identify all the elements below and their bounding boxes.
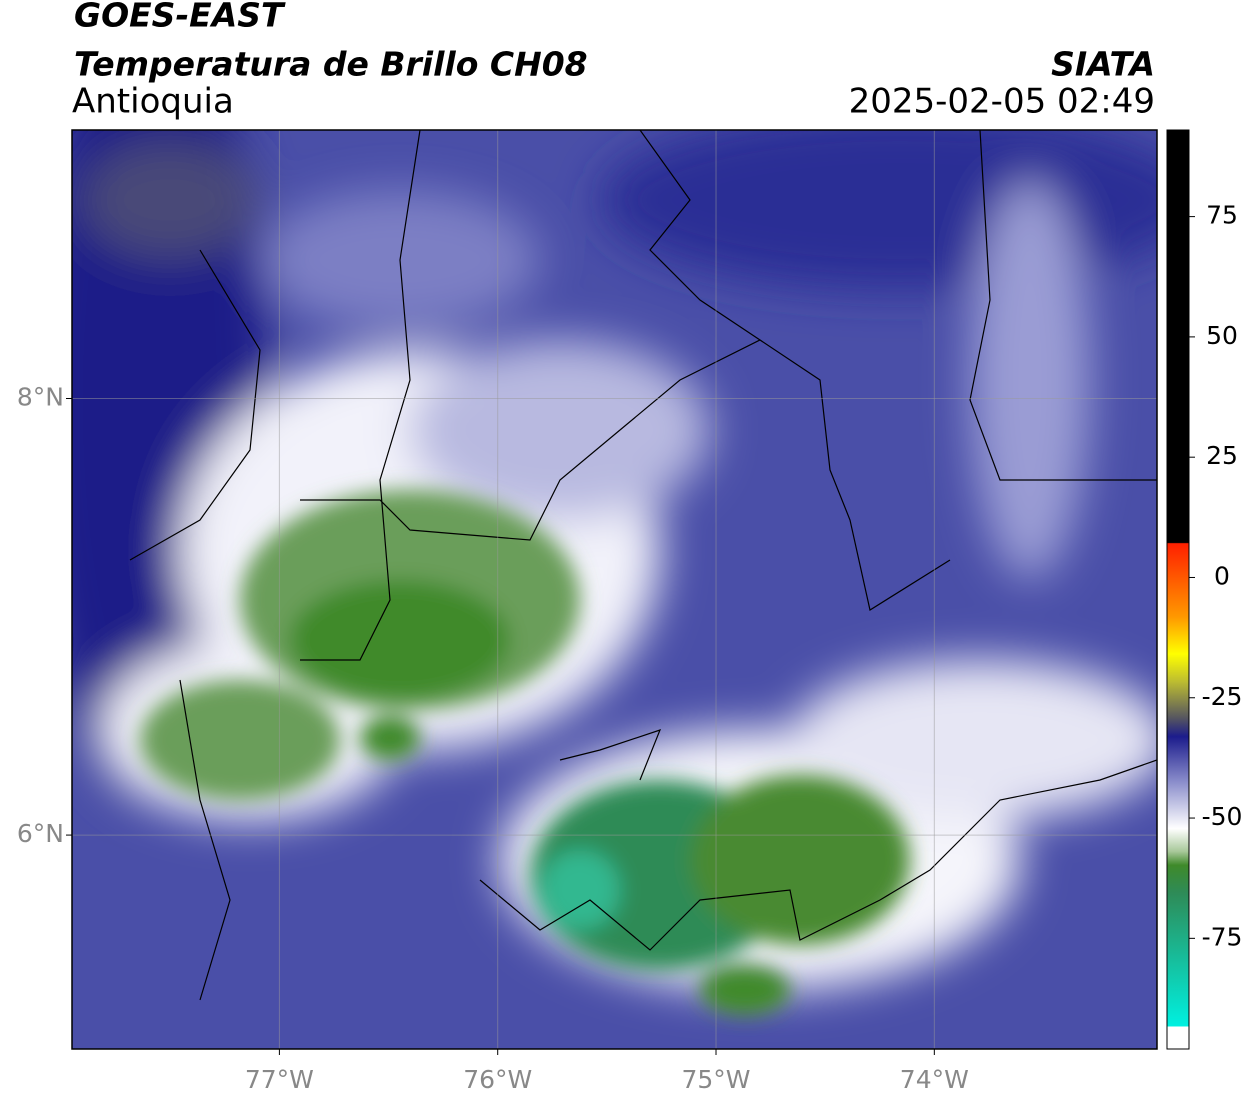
x-tick-label: 77°W [245,1065,314,1094]
colorbar-tick-label: -50 [1202,802,1243,831]
product-title: Temperatura de Brillo CH08 [74,45,588,84]
map-frame [71,129,1158,1050]
y-tick-label: 6°N [17,819,64,848]
datetime-label: 2025-02-05 02:49 [849,82,1155,122]
colorbar-tick-label: 25 [1206,441,1238,470]
x-tick-label: 76°W [463,1065,532,1094]
source-title: GOES-EAST [74,0,286,35]
x-tick-label: 75°W [681,1065,750,1094]
colorbar-tick-label: 50 [1206,321,1238,350]
colorbar-tick-label: 0 [1214,561,1230,590]
colorbar [1166,129,1190,1050]
x-tick-label: 74°W [900,1065,969,1094]
colorbar-tick-label: 75 [1206,201,1238,230]
region-label: Antioquia [72,82,234,122]
agency-label: SIATA [1051,45,1155,84]
satellite-image [72,130,1157,1049]
colorbar-tick-label: -75 [1202,922,1243,951]
y-tick-label: 8°N [17,382,64,411]
colorbar-tick-label: -25 [1202,682,1243,711]
